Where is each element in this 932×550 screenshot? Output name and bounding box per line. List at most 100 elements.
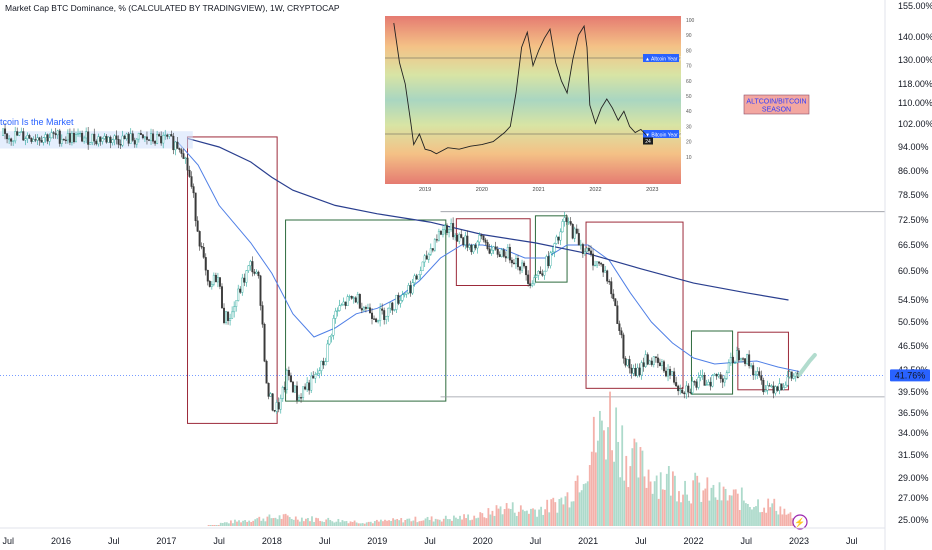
volume-bar — [335, 521, 338, 526]
volume-bar — [313, 521, 315, 526]
candle-body — [573, 228, 576, 239]
candle-body — [269, 393, 272, 397]
volume-bar — [317, 518, 319, 526]
time-tick-label: 2016 — [51, 536, 71, 546]
candle-body — [596, 261, 599, 266]
volume-bar — [288, 517, 291, 526]
candle-body — [539, 271, 542, 274]
candle-body — [772, 385, 775, 394]
bear-cycle-box — [585, 221, 684, 389]
volume-bar — [262, 518, 265, 526]
candle-body — [642, 362, 645, 367]
candle-body — [368, 307, 371, 314]
candle-body — [77, 133, 80, 135]
candle-body — [391, 302, 394, 311]
candle-body — [111, 139, 114, 144]
volume-bar — [481, 513, 484, 526]
volume-bar — [499, 506, 502, 526]
volume-bar — [485, 518, 488, 526]
candle-body — [707, 381, 710, 385]
candle-body — [168, 134, 171, 137]
volume-bar — [453, 515, 455, 526]
candle-body — [786, 376, 789, 386]
volume-bar — [594, 452, 597, 526]
candle-body — [93, 133, 96, 142]
volume-bar — [747, 503, 749, 526]
candle-body — [289, 375, 292, 383]
candle-body — [630, 367, 633, 374]
candle-body — [338, 305, 341, 311]
candle-body — [30, 138, 33, 142]
volume-bar — [534, 509, 536, 526]
volume-bar — [505, 503, 508, 526]
volume-bar — [578, 492, 581, 526]
candle-body — [476, 241, 479, 249]
volume-bar — [609, 391, 611, 526]
volume-bar — [599, 410, 601, 526]
candle-body — [182, 153, 185, 159]
candle-body — [38, 137, 41, 141]
candle-body — [658, 362, 661, 366]
volume-bar — [213, 525, 216, 526]
time-tick-label: Jul — [3, 536, 15, 546]
candle-body — [433, 239, 436, 251]
candle-body — [178, 148, 181, 150]
candle-body — [766, 385, 769, 391]
candle-body — [91, 133, 94, 143]
volume-bar — [450, 520, 453, 526]
volume-bar — [353, 520, 356, 526]
volume-bar — [457, 518, 459, 526]
candle-body — [334, 310, 337, 319]
volume-bar — [388, 520, 390, 526]
projection-path — [797, 353, 817, 378]
volume-bar — [215, 525, 218, 526]
volume-bar — [459, 515, 461, 526]
volume-bar — [359, 523, 362, 526]
candle-body — [385, 316, 388, 320]
volume-bar — [424, 518, 427, 526]
candle-body — [401, 294, 404, 301]
candle-body — [22, 131, 25, 141]
chart-title: Market Cap BTC Dominance, % (CALCULATED … — [5, 3, 340, 13]
candle-body — [529, 283, 532, 286]
overlay-label: itcoin Is the Market — [0, 117, 74, 127]
volume-bar — [483, 517, 486, 526]
candle-body — [782, 387, 785, 390]
candle-body — [152, 133, 155, 142]
volume-bar — [434, 518, 437, 526]
candle-body — [206, 269, 209, 282]
candle-body — [330, 335, 333, 338]
volume-bar — [227, 523, 230, 526]
candle-body — [383, 310, 386, 320]
candle-body — [113, 135, 116, 140]
candle-body — [180, 149, 183, 154]
candle-body — [452, 223, 455, 238]
candle-body — [660, 361, 663, 366]
price-tick-label: 86.00% — [898, 166, 929, 176]
volume-bar — [671, 471, 674, 526]
candle-body — [247, 265, 250, 271]
inset-x-tick: 2020 — [476, 187, 488, 193]
candle-body — [429, 248, 432, 255]
candle-body — [137, 133, 140, 140]
volume-bar — [696, 475, 699, 526]
candle-body — [671, 371, 674, 376]
candle-body — [273, 410, 276, 412]
volume-bar — [584, 483, 587, 526]
candle-body — [281, 387, 284, 399]
volume-bar — [528, 513, 530, 526]
candle-body — [533, 277, 536, 285]
candle-body — [342, 301, 345, 306]
volume-bar — [742, 500, 745, 526]
candle-body — [186, 157, 189, 171]
candle-body — [99, 136, 102, 142]
candle-body — [620, 330, 623, 336]
candle-body — [101, 138, 104, 142]
candle-body — [579, 244, 582, 246]
candle-body — [202, 247, 205, 258]
candle-body — [510, 259, 513, 264]
bear-cycle-box — [455, 218, 531, 286]
candle-body — [354, 297, 357, 303]
price-tick-label: 66.50% — [898, 240, 929, 250]
